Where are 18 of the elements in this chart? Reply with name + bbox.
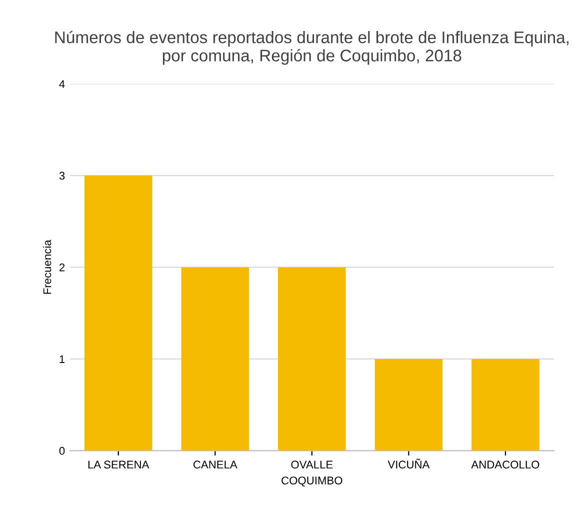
x-tick-label: ANDACOLLO bbox=[471, 460, 540, 469]
chart-title: Números de eventos reportados durante el brote de Influenza Equina, por comuna, Región de Coquimbo, 2018 bbox=[55, 30, 568, 65]
x-tick-label: CANELA bbox=[193, 460, 238, 469]
bar bbox=[278, 267, 346, 451]
bar bbox=[374, 358, 443, 451]
x-axis-title: COQUIMBO bbox=[282, 476, 342, 486]
y-tick-label: 4 bbox=[59, 80, 65, 88]
y-tick-label: 0 bbox=[59, 446, 65, 455]
x-tick-label: LA SERENA bbox=[88, 460, 150, 469]
y-tick-label: 2 bbox=[59, 264, 65, 272]
y-tick-label: 3 bbox=[59, 172, 65, 180]
y-tick-label: 1 bbox=[60, 355, 65, 363]
x-tick-label: VICUÑA bbox=[388, 458, 430, 469]
y-axis-title: Frecuencia bbox=[43, 240, 52, 294]
bar bbox=[472, 358, 540, 451]
bar bbox=[181, 267, 249, 451]
x-tick-label: OVALLE bbox=[291, 460, 333, 469]
bar bbox=[84, 176, 152, 451]
